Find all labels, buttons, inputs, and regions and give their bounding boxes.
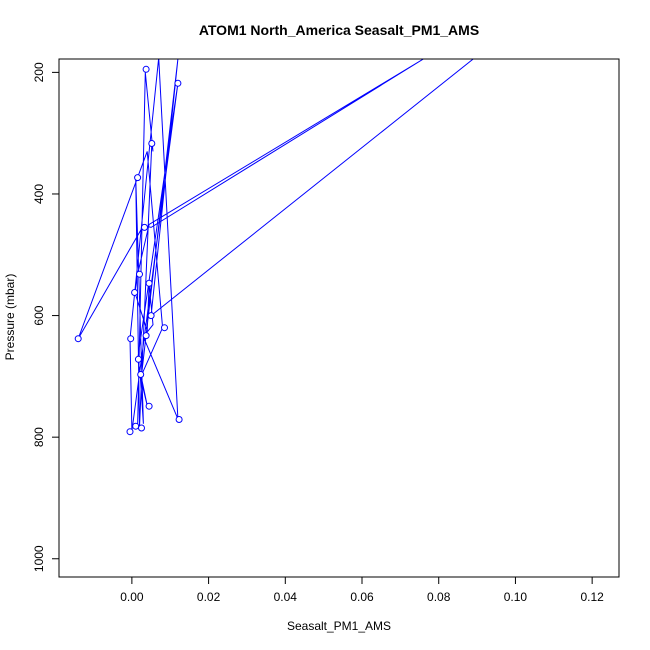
- x-tick-label: 0.06: [350, 590, 374, 604]
- x-tick-label: 0.02: [197, 590, 221, 604]
- y-tick-label: 400: [32, 184, 46, 204]
- plot-frame: [58, 58, 620, 578]
- y-axis-ticks: 200 400 600 800 1000: [32, 62, 59, 572]
- y-tick-label: 600: [32, 305, 46, 325]
- data-point: [145, 279, 153, 287]
- data-point: [137, 371, 145, 378]
- x-tick-label: 0.00: [120, 590, 144, 604]
- data-point: [174, 79, 182, 87]
- y-tick-label: 200: [32, 62, 46, 82]
- x-tick-label: 0.08: [427, 590, 451, 604]
- data-point: [127, 335, 135, 343]
- data-point: [161, 324, 168, 332]
- x-axis-label: Seasalt_PM1_AMS: [287, 619, 391, 633]
- y-tick-label: 800: [32, 427, 46, 447]
- plot-area: [74, 59, 474, 436]
- data-point: [142, 332, 150, 340]
- data-point: [138, 424, 145, 432]
- data-point: [148, 140, 156, 147]
- series-line: [77, 59, 474, 432]
- chart-title: ATOM1 North_America Seasalt_PM1_AMS: [199, 22, 479, 38]
- x-tick-label: 0.10: [504, 590, 528, 604]
- data-point: [147, 312, 155, 320]
- data-point: [142, 65, 150, 73]
- y-tick-label: 1000: [32, 545, 46, 572]
- data-point: [136, 270, 143, 278]
- x-axis-ticks: 0.00 0.02 0.04 0.06 0.08 0.10 0.12: [120, 577, 604, 604]
- data-point: [134, 174, 142, 182]
- data-point: [126, 428, 134, 436]
- data-point: [74, 335, 82, 343]
- data-point: [145, 402, 153, 410]
- data-point: [175, 416, 183, 423]
- series-group: [74, 59, 474, 436]
- data-point: [134, 355, 142, 363]
- data-point: [131, 289, 139, 296]
- x-tick-label: 0.12: [580, 590, 604, 604]
- data-point: [132, 422, 140, 430]
- y-axis-label: Pressure (mbar): [3, 274, 17, 361]
- data-point: [141, 223, 148, 231]
- x-tick-label: 0.04: [274, 590, 298, 604]
